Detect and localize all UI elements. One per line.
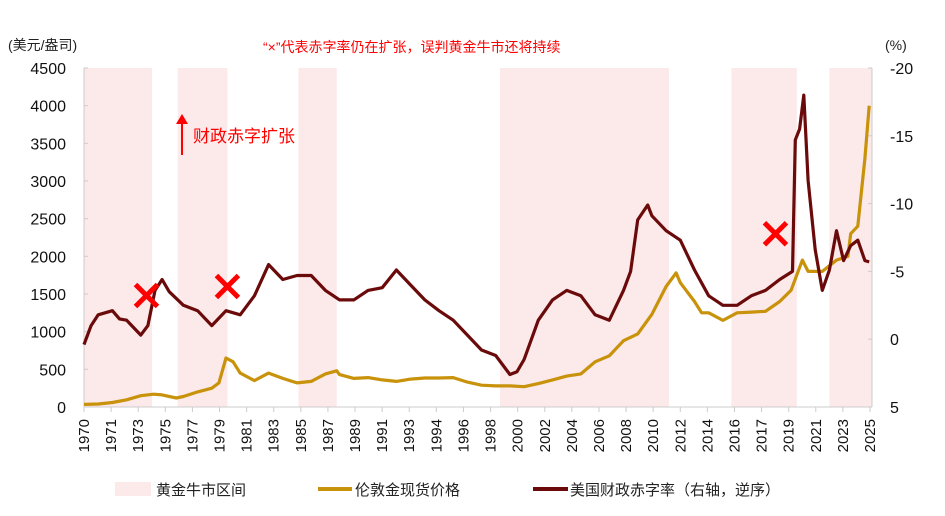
left-tick-label: 4500 bbox=[30, 61, 66, 78]
x-tick-label: 1998 bbox=[483, 419, 500, 452]
right-tick-label: -10 bbox=[890, 197, 913, 214]
x-mark-icon bbox=[133, 282, 160, 309]
x-mark-stroke bbox=[762, 220, 789, 247]
x-tick-label: 1993 bbox=[401, 419, 418, 452]
x-tick-label: 1987 bbox=[320, 419, 337, 452]
deficit-rate-line bbox=[82, 93, 870, 377]
bull-band-0 bbox=[84, 68, 153, 407]
x-tick-label: 2014 bbox=[699, 419, 716, 452]
left-tick-label: 3000 bbox=[30, 174, 66, 191]
x-tick-label: 2000 bbox=[510, 419, 527, 452]
right-axis-unit: (%) bbox=[885, 37, 907, 53]
x-mark-stroke bbox=[133, 282, 160, 309]
bull-band-4 bbox=[731, 68, 797, 407]
x-tick-label: 2019 bbox=[781, 419, 798, 452]
bull-band-1 bbox=[177, 68, 228, 407]
top-annotation: “×”代表赤字率仍在扩张，误判黄金牛市还将持续 bbox=[263, 39, 561, 55]
left-tick-label: 1500 bbox=[30, 287, 66, 304]
x-tick-label: 2016 bbox=[726, 419, 743, 452]
left-tick-label: 2000 bbox=[30, 249, 66, 266]
x-tick-label: 1985 bbox=[293, 419, 310, 452]
legend-label-gold: 伦敦金现货价格 bbox=[355, 482, 460, 499]
arrow-annotation: 财政赤字扩张 bbox=[176, 114, 295, 155]
left-tick-label: 4000 bbox=[30, 99, 66, 116]
left-tick-label: 1000 bbox=[30, 325, 66, 342]
x-tick-label: 2025 bbox=[862, 419, 879, 452]
x-markers bbox=[133, 220, 789, 309]
bull-band-2 bbox=[298, 68, 337, 407]
right-tick-label: 5 bbox=[890, 400, 899, 417]
x-tick-label: 2002 bbox=[537, 419, 554, 452]
left-tick-label: 3500 bbox=[30, 136, 66, 153]
x-tick-label: 1971 bbox=[103, 419, 120, 452]
x-tick-label: 1970 bbox=[76, 419, 93, 452]
x-tick-label: 2004 bbox=[564, 419, 581, 452]
x-tick-label: 2006 bbox=[591, 419, 608, 452]
x-tick-label: 1994 bbox=[428, 419, 445, 452]
left-tick-label: 2500 bbox=[30, 212, 66, 229]
x-tick-label: 2010 bbox=[645, 419, 662, 452]
x-tick-label: 2021 bbox=[808, 419, 825, 452]
x-tick-label: 2017 bbox=[754, 419, 771, 452]
x-tick-label: 1979 bbox=[212, 419, 229, 452]
legend-swatch-band bbox=[115, 482, 151, 496]
axes: 0 500 1000 1500 2000 2500 3000 3500 4000 4500 -20 -… bbox=[30, 61, 913, 452]
x-mark-stroke bbox=[214, 273, 241, 300]
right-tick-label: -15 bbox=[890, 129, 913, 146]
x-mark-icon bbox=[762, 220, 789, 247]
x-tick-label: 1983 bbox=[266, 419, 283, 452]
x-tick-label: 1981 bbox=[239, 419, 256, 452]
x-tick-label: 1989 bbox=[347, 419, 364, 452]
x-tick-label: 1973 bbox=[130, 419, 147, 452]
x-tick-label: 2012 bbox=[672, 419, 689, 452]
x-tick-label: 1977 bbox=[184, 419, 201, 452]
x-tick-label: 1975 bbox=[157, 419, 174, 452]
left-axis-unit: (美元/盎司) bbox=[8, 37, 77, 53]
legend-label-deficit: 美国财政赤字率（右轴，逆序） bbox=[570, 482, 780, 499]
arrow-head bbox=[176, 114, 188, 124]
x-tick-label: 2008 bbox=[618, 419, 635, 452]
right-tick-label: 0 bbox=[890, 332, 899, 349]
bull-market-bands bbox=[84, 68, 872, 407]
left-tick-label: 0 bbox=[57, 400, 66, 417]
gold-price-line bbox=[83, 105, 871, 406]
left-tick-label: 500 bbox=[39, 362, 66, 379]
x-tick-label: 1996 bbox=[455, 419, 472, 452]
x-mark-icon bbox=[214, 273, 241, 300]
x-tick-label: 1991 bbox=[374, 419, 391, 452]
x-tick-label: 2023 bbox=[835, 419, 852, 452]
right-tick-label: -20 bbox=[890, 61, 913, 78]
series-lines bbox=[82, 93, 871, 406]
arrow-annotation-text: 财政赤字扩张 bbox=[193, 127, 295, 146]
legend: 黄金牛市区间 伦敦金现货价格 美国财政赤字率（右轴，逆序） bbox=[115, 482, 780, 499]
right-tick-label: -5 bbox=[890, 264, 904, 281]
legend-label-band: 黄金牛市区间 bbox=[156, 482, 246, 499]
